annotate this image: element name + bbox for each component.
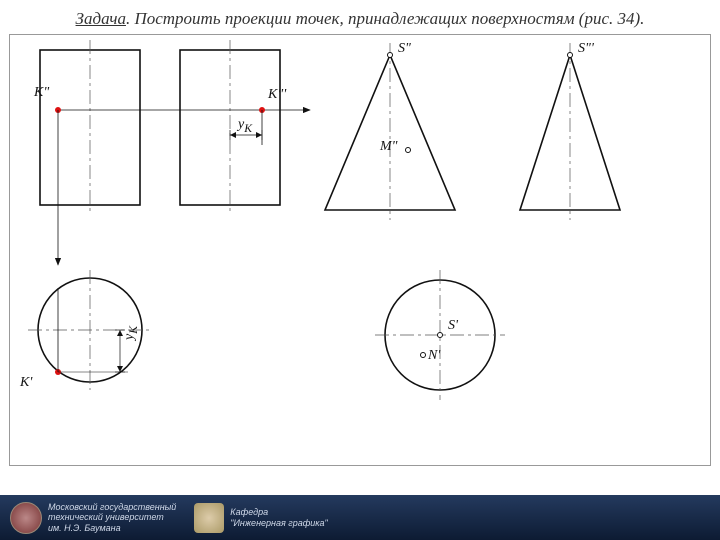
label-M2: M" xyxy=(380,139,398,155)
university-crest-icon xyxy=(10,502,42,534)
task-title: Задача. Построить проекции точек, принад… xyxy=(0,0,720,34)
footer-bar: Московский государственный технический у… xyxy=(0,495,720,540)
university-name: Московский государственный технический у… xyxy=(48,502,176,533)
label-S1: S' xyxy=(448,318,458,334)
label-K3: K"' xyxy=(268,87,286,103)
department-name: Кафедра "Инженерная графика" xyxy=(230,507,327,528)
label-K1: K' xyxy=(20,375,32,391)
label-S3: S"' xyxy=(578,41,594,57)
label-K2: K" xyxy=(34,85,49,101)
drawing-svg xyxy=(10,35,710,465)
label-yK-plan: yK xyxy=(122,326,140,340)
label-N1: N' xyxy=(428,348,440,364)
department-icon xyxy=(194,503,224,533)
cone-projections xyxy=(325,43,620,400)
drawing-canvas: K" K"' yK K' yK S" S"' M" S' N' xyxy=(9,34,711,466)
label-S2: S" xyxy=(398,41,411,57)
title-prefix: Задача xyxy=(76,9,126,28)
label-yK-top: yK xyxy=(238,117,252,135)
title-rest: . Построить проекции точек, принадлежащи… xyxy=(126,9,644,28)
